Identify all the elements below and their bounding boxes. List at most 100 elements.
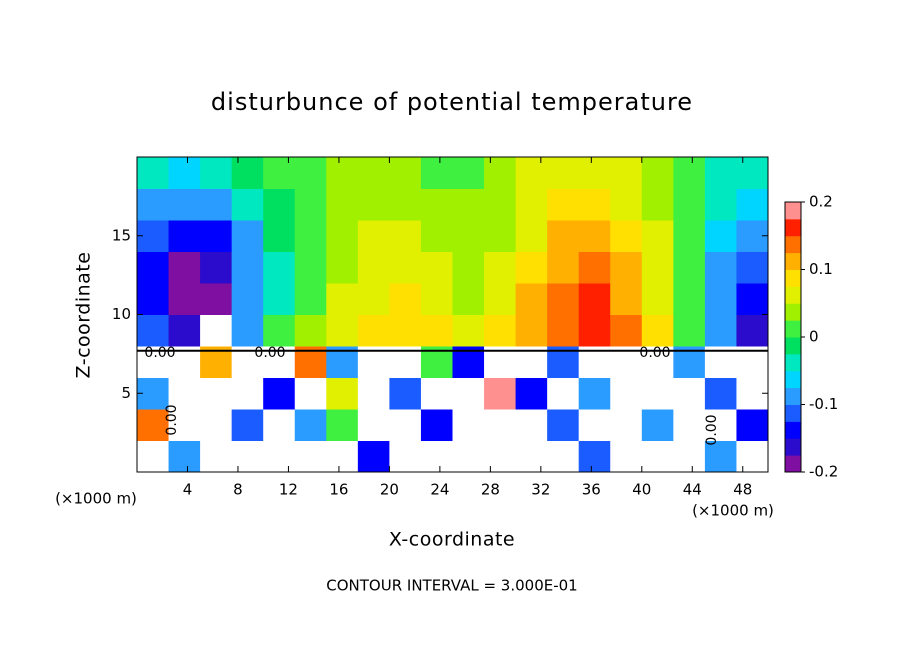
colorbar-swatch [785, 421, 801, 439]
cell [610, 314, 643, 347]
cell [547, 283, 580, 315]
cell [484, 251, 517, 284]
cell [137, 314, 170, 347]
colorbar-swatch [785, 387, 801, 405]
field [137, 157, 769, 473]
cell [326, 377, 359, 410]
cell [610, 283, 643, 315]
cell [389, 283, 422, 315]
cell [137, 157, 170, 189]
cell [484, 377, 517, 410]
cell [736, 283, 769, 315]
cell [168, 314, 201, 347]
cell [515, 251, 548, 284]
x-tick-label: 28 [481, 481, 500, 499]
cell [200, 251, 233, 284]
cell [515, 157, 548, 189]
cell [515, 377, 548, 410]
x-tick-label: 8 [233, 481, 243, 499]
cell [231, 409, 264, 441]
cell [578, 440, 611, 473]
cell [389, 314, 422, 347]
cell [484, 220, 517, 252]
x-tick-label: 24 [430, 481, 449, 499]
cell [420, 440, 453, 473]
cell [357, 220, 390, 252]
cell [294, 409, 327, 441]
colorbar-tick-label: 0.1 [809, 260, 833, 278]
cell [673, 283, 706, 315]
cell [137, 440, 170, 473]
cell [263, 251, 296, 284]
cell [420, 314, 453, 347]
cell [357, 283, 390, 315]
cell [294, 314, 327, 347]
cell [231, 157, 264, 189]
cell [357, 157, 390, 189]
cell [673, 251, 706, 284]
y-tick-label: 15 [112, 226, 131, 244]
cell [673, 377, 706, 410]
cell [168, 377, 201, 410]
cell [231, 283, 264, 315]
cell [578, 157, 611, 189]
x-tick-label: 48 [733, 481, 752, 499]
cell [736, 409, 769, 441]
colorbar-swatch [785, 438, 801, 456]
cell [294, 220, 327, 252]
colorbar-swatch [785, 455, 801, 473]
cell [610, 220, 643, 252]
cell [326, 188, 359, 221]
cell [263, 409, 296, 441]
colorbar-swatch [785, 353, 801, 372]
cell [137, 251, 170, 284]
cell [736, 188, 769, 221]
contour-label: 0.00 [704, 414, 720, 445]
colorbar-tick-label: 0.2 [809, 193, 833, 211]
cell [168, 283, 201, 315]
cell [200, 188, 233, 221]
cell [263, 188, 296, 221]
colorbar-swatch [785, 370, 801, 389]
cell [200, 377, 233, 410]
cell [578, 283, 611, 315]
cell [294, 377, 327, 410]
x-axis-label: X-coordinate [389, 529, 515, 551]
cell [231, 220, 264, 252]
cell [736, 440, 769, 473]
cell [263, 220, 296, 252]
colorbar-swatch [785, 235, 801, 254]
chart-title: disturbunce of potential temperature [211, 88, 693, 116]
cell [704, 409, 737, 441]
cell [547, 251, 580, 284]
cell [578, 377, 611, 410]
cell [389, 251, 422, 284]
x-unit-right: (×1000 m) [692, 502, 774, 520]
cell [263, 314, 296, 347]
y-tick-label: 5 [121, 384, 131, 402]
cell [610, 440, 643, 473]
cell [515, 188, 548, 221]
cell [294, 157, 327, 189]
cell [420, 188, 453, 221]
cell [389, 220, 422, 252]
cell [452, 157, 485, 189]
cell [294, 283, 327, 315]
cell [420, 251, 453, 284]
x-tick-label: 4 [183, 481, 193, 499]
cell [263, 377, 296, 410]
cell [231, 377, 264, 410]
cell [452, 220, 485, 252]
cell [673, 220, 706, 252]
colorbar-swatch [785, 337, 801, 355]
y-axis-label: Z-coordinate [73, 252, 95, 379]
cell [641, 157, 674, 189]
cell [452, 409, 485, 441]
cell [326, 314, 359, 347]
overlay: 0.00 0.00 0.00 0.00 0.00 [136, 156, 769, 473]
cell [547, 188, 580, 221]
cell [610, 409, 643, 441]
colorbar-swatch [785, 303, 801, 321]
cell [515, 220, 548, 252]
colorbar-tick-label: 0 [809, 328, 819, 346]
